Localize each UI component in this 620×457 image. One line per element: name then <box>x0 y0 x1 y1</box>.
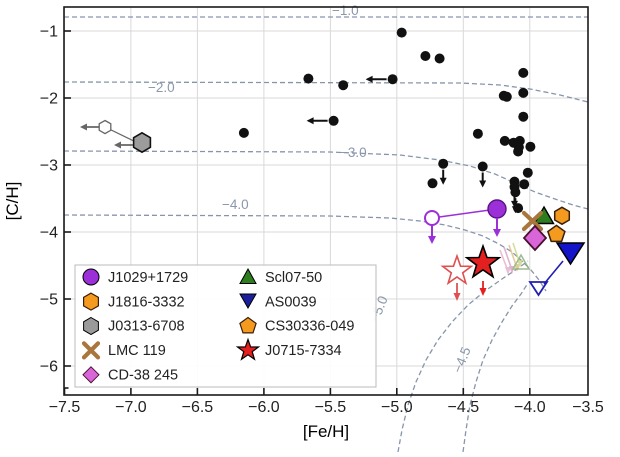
svg-text:−3.0: −3.0 <box>340 145 367 160</box>
svg-text:[C/H]: [C/H] <box>3 182 22 221</box>
svg-text:J1029+1729: J1029+1729 <box>108 270 188 286</box>
svg-text:−4.5: −4.5 <box>448 399 480 416</box>
svg-text:−5.0: −5.0 <box>381 399 413 416</box>
svg-text:−1: −1 <box>40 24 58 41</box>
svg-text:−7.5: −7.5 <box>49 399 81 416</box>
svg-text:−4.0: −4.0 <box>222 197 249 212</box>
svg-text:−1.0: −1.0 <box>332 3 359 18</box>
svg-text:−4.0: −4.0 <box>514 399 546 416</box>
svg-text:−3.5: −3.5 <box>572 399 604 416</box>
svg-text:−7.0: −7.0 <box>115 399 147 416</box>
svg-text:CD-38 245: CD-38 245 <box>108 367 178 383</box>
svg-text:−5: −5 <box>40 292 58 309</box>
svg-text:−3: −3 <box>40 158 58 175</box>
svg-text:J1816-3332: J1816-3332 <box>108 295 185 311</box>
svg-text:CS30336-049: CS30336-049 <box>265 319 355 335</box>
svg-text:−6: −6 <box>40 359 58 376</box>
svg-text:[Fe/H]: [Fe/H] <box>303 422 349 441</box>
svg-text:J0313-6708: J0313-6708 <box>108 319 185 335</box>
svg-text:−6.5: −6.5 <box>182 399 214 416</box>
svg-text:−5.5: −5.5 <box>315 399 347 416</box>
svg-text:−2: −2 <box>40 91 58 108</box>
svg-text:LMC 119: LMC 119 <box>108 343 166 359</box>
svg-text:Scl07-50: Scl07-50 <box>265 270 322 286</box>
svg-text:−4: −4 <box>40 225 58 242</box>
svg-text:−2.0: −2.0 <box>148 80 175 95</box>
svg-text:AS0039: AS0039 <box>265 295 317 311</box>
svg-text:J0715-7334: J0715-7334 <box>265 343 342 359</box>
svg-text:−6.0: −6.0 <box>248 399 280 416</box>
